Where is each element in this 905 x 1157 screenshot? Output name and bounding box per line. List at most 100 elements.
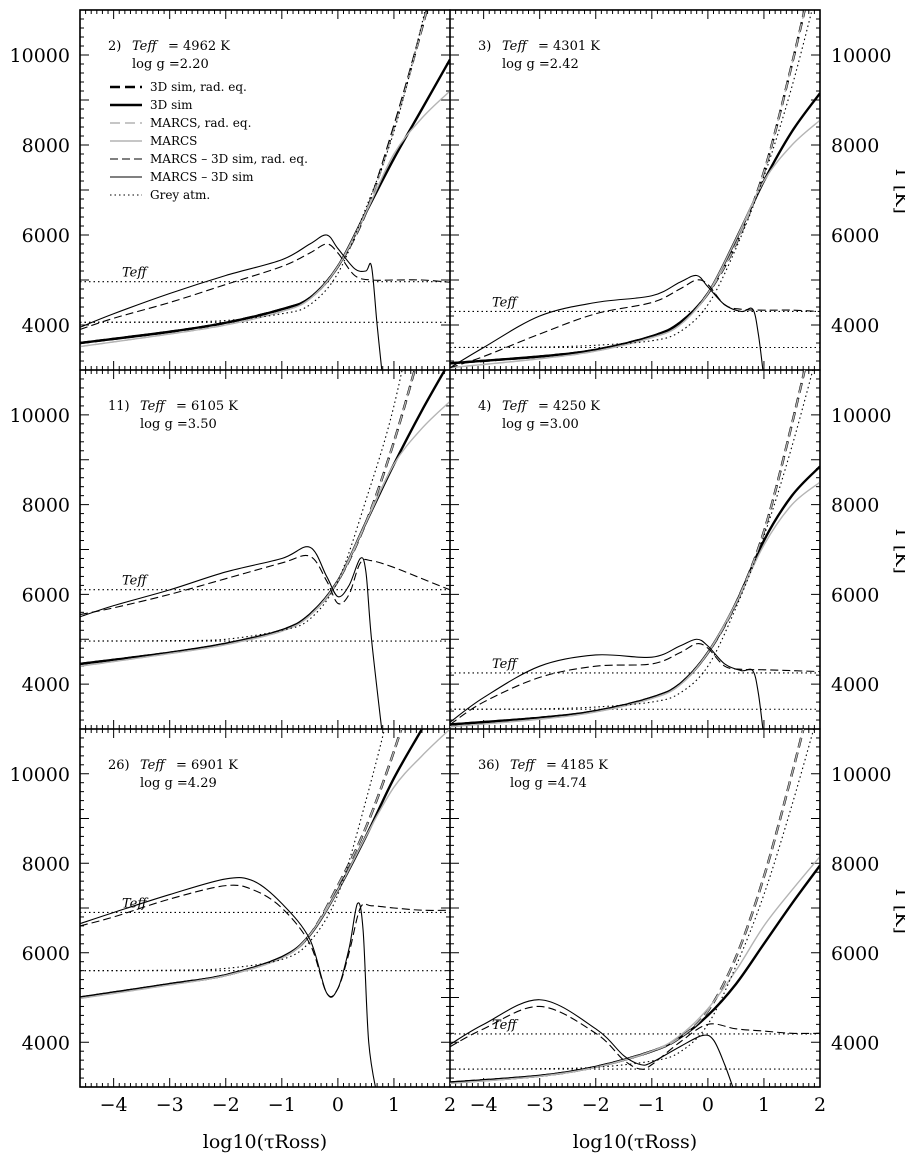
y-tick-label: 6000 [22, 225, 70, 247]
y-tick-label: 8000 [831, 853, 879, 875]
series-line [450, 729, 805, 1085]
series-line [450, 119, 820, 369]
x-tick-label: −2 [582, 1094, 610, 1116]
series-line [450, 10, 806, 369]
teff-line-label: Teff [492, 657, 519, 672]
legend: 3D sim, rad. eq. 3D sim MARCS, rad. eq. MAR… [110, 80, 308, 202]
x-tick-label: 0 [332, 1094, 344, 1116]
y-tick-label: 4000 [831, 315, 879, 337]
plot-area [450, 370, 820, 729]
x-tick-label: −4 [470, 1094, 498, 1116]
panel-logg: log g =3.50 [140, 417, 217, 432]
legend-item: MARCS, rad. eq. [110, 116, 251, 130]
panel-number: 26) [108, 758, 130, 773]
panel-2: 4000 6000 8000 10000 Teff 3) Teff = 4301 K log g… [449, 9, 891, 371]
panel-teff-value: = 4250 K [538, 399, 600, 414]
panels-layer: 4000 6000 8000 10000 Teff 2) Teff = 4962 K log g… [10, 9, 891, 1116]
teff-line-label: Teff [122, 896, 149, 911]
series-line [80, 370, 447, 666]
teff-line-label: Teff [492, 295, 519, 310]
series-line [80, 877, 376, 1087]
y-tick-label: 8000 [22, 853, 70, 875]
y-tick-label: 4000 [22, 315, 70, 337]
plot-area [80, 10, 450, 370]
series-line [450, 643, 820, 725]
panel-teff-symbol: Teff [502, 39, 529, 54]
x-tick-label: −4 [100, 1094, 128, 1116]
panel-teff-symbol: Teff [502, 399, 529, 414]
y-tick-label: 4000 [831, 674, 879, 696]
y-tick-label: 10000 [831, 45, 891, 67]
panel-teff-symbol: Teff [510, 758, 537, 773]
panel-teff-symbol: Teff [140, 758, 167, 773]
series-line [80, 546, 383, 729]
y-tick-label: 6000 [22, 584, 70, 606]
series-line [80, 234, 383, 370]
panel-logg: log g =3.00 [502, 417, 579, 432]
legend-item: Grey atm. [110, 188, 210, 202]
figure-frame [79, 9, 821, 1088]
x-tick-label: 1 [388, 1094, 400, 1116]
x-tick-label: 1 [758, 1094, 770, 1116]
series-line [450, 856, 820, 1085]
series-line [80, 400, 450, 667]
plot-area [80, 729, 450, 1087]
legend-item: MARCS [110, 134, 197, 148]
legend-label: MARCS, rad. eq. [150, 116, 251, 130]
panel-1: 4000 6000 8000 10000 Teff 2) Teff = 4962 K log g… [10, 9, 451, 371]
legend-label: Grey atm. [150, 188, 210, 202]
x-tick-label: −1 [638, 1094, 666, 1116]
y-tick-label: 6000 [831, 225, 879, 247]
panel-border [79, 369, 451, 730]
y-tick-label: 10000 [10, 45, 70, 67]
y-tick-label: 10000 [10, 405, 70, 427]
series-line [450, 481, 820, 728]
panel-logg: log g =2.20 [132, 57, 209, 72]
series-line [450, 465, 820, 726]
panel-number: 36) [478, 758, 500, 773]
plot-area [450, 10, 820, 370]
panel-number: 3) [478, 39, 491, 54]
panel-border [449, 728, 821, 1088]
panel-number: 11) [108, 399, 130, 414]
x-tick-label: −1 [268, 1094, 296, 1116]
series-line [450, 729, 815, 1070]
x-tick-label: −2 [212, 1094, 240, 1116]
series-line [450, 370, 814, 710]
panel-teff-symbol: Teff [140, 399, 167, 414]
series-line [80, 729, 402, 1000]
teff-line-label: Teff [122, 266, 149, 281]
legend-item: MARCS – 3D sim, rad. eq. [110, 152, 308, 166]
panel-logg: log g =4.29 [140, 776, 217, 791]
series-line [80, 90, 450, 348]
y-tick-label: 4000 [22, 1032, 70, 1054]
series-line [450, 92, 820, 365]
panel-number: 2) [108, 39, 121, 54]
y-tick-label: 8000 [22, 495, 70, 517]
series-line [450, 638, 764, 729]
panel-6: 4000 6000 8000 10000 −4 −3 −2 −1 0 1 2 Teff 36) Teff =… [449, 728, 891, 1116]
panel-4: 4000 6000 8000 10000 Teff 4) Teff = 4250 K log g… [449, 369, 891, 730]
legend-label: 3D sim, rad. eq. [150, 80, 247, 94]
panel-teff-value: = 4962 K [168, 39, 230, 54]
series-line [80, 729, 450, 1000]
series-line [450, 864, 820, 1084]
plot-area [80, 370, 450, 729]
panel-teff-symbol: Teff [132, 39, 159, 54]
y-tick-label: 10000 [831, 405, 891, 427]
legend-item: 3D sim [110, 98, 193, 112]
x-tick-label: −3 [156, 1094, 184, 1116]
series-line [80, 370, 416, 667]
x-tick-label: −3 [526, 1094, 554, 1116]
legend-item: 3D sim, rad. eq. [110, 80, 247, 94]
y-tick-label: 10000 [10, 764, 70, 786]
y-tick-label: 10000 [831, 764, 891, 786]
series-line [80, 58, 450, 345]
panel-teff-value: = 4301 K [538, 39, 600, 54]
legend-label: 3D sim [150, 98, 193, 112]
series-line [450, 999, 734, 1087]
panel-logg: log g =2.42 [502, 57, 579, 72]
y-tick-label: 8000 [22, 135, 70, 157]
x-axis-title-left: log10(τRoss) [203, 1131, 327, 1153]
panel-5: 4000 6000 8000 10000 −4 −3 −2 −1 0 1 2 Teff 26) Teff =… [10, 728, 456, 1116]
